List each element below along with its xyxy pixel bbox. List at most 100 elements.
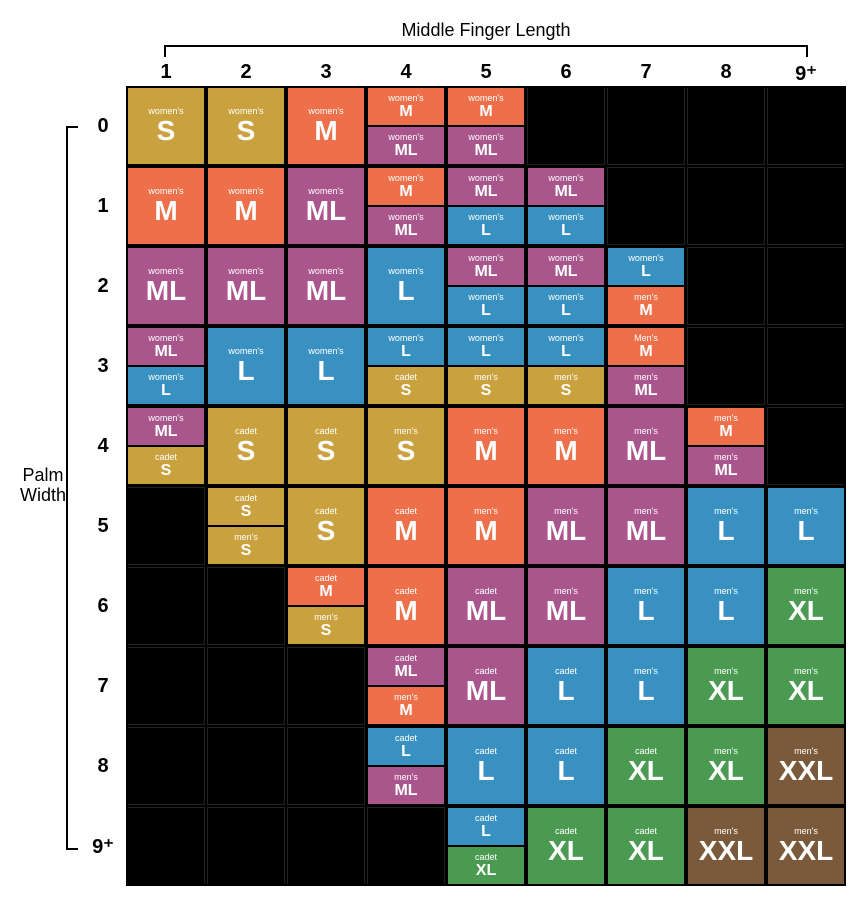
size-cell-half: Men'sM bbox=[607, 327, 685, 366]
grid-cell: men'sXXL bbox=[766, 806, 846, 886]
size-label: XL bbox=[548, 837, 584, 865]
size-cell: cadetL bbox=[527, 647, 605, 725]
category-label: men's bbox=[234, 533, 258, 542]
size-label: L bbox=[401, 744, 411, 760]
size-cell: men'sM bbox=[447, 407, 525, 485]
size-label: S bbox=[481, 383, 492, 399]
size-label: L bbox=[481, 344, 491, 360]
size-cell-half: cadetML bbox=[367, 647, 445, 686]
size-label: ML bbox=[474, 264, 497, 280]
size-label: M bbox=[394, 517, 417, 545]
grid-cell bbox=[766, 406, 846, 486]
table-row: 9⁺cadetLcadetXLcadetXLcadetXLmen'sXXLmen… bbox=[80, 806, 846, 886]
col-label: 2 bbox=[206, 61, 286, 86]
size-cell: men'sML bbox=[527, 567, 605, 645]
size-label: M bbox=[474, 437, 497, 465]
category-label: women's bbox=[468, 254, 503, 263]
grid-cell bbox=[606, 86, 686, 166]
grid-cell: men'sL bbox=[606, 566, 686, 646]
category-label: women's bbox=[548, 293, 583, 302]
size-label: S bbox=[397, 437, 416, 465]
size-label: L bbox=[561, 303, 571, 319]
grid-cell: men'sM bbox=[446, 486, 526, 566]
size-label: ML bbox=[306, 277, 346, 305]
size-cell-half: women'sML bbox=[127, 327, 205, 366]
grid-cell: women'sM bbox=[126, 166, 206, 246]
size-label: ML bbox=[466, 597, 506, 625]
grid-cell bbox=[206, 646, 286, 726]
grid-cell: women'sL bbox=[206, 326, 286, 406]
grid-cell: women'sML bbox=[126, 246, 206, 326]
size-cell: men'sL bbox=[607, 567, 685, 645]
category-label: women's bbox=[148, 334, 183, 343]
grid-row: women'sMLcadetScadetScadetSmen'sSmen'sMm… bbox=[126, 406, 846, 486]
size-label: L bbox=[797, 517, 814, 545]
size-label: S bbox=[237, 437, 256, 465]
category-label: women's bbox=[388, 334, 423, 343]
size-label: L bbox=[237, 357, 254, 385]
size-label: XL bbox=[708, 757, 744, 785]
table-row: 0women'sSwomen'sSwomen'sMwomen'sMwomen's… bbox=[80, 86, 846, 166]
grid-cell bbox=[686, 246, 766, 326]
size-label: S bbox=[561, 383, 572, 399]
category-label: women's bbox=[468, 94, 503, 103]
size-label: XXL bbox=[699, 837, 753, 865]
empty-cell bbox=[287, 807, 365, 885]
category-label: cadet bbox=[155, 453, 177, 462]
size-cell-half: men'sM bbox=[367, 686, 445, 725]
col-label: 6 bbox=[526, 61, 606, 86]
category-label: cadet bbox=[395, 373, 417, 382]
category-label: cadet bbox=[475, 814, 497, 823]
grid-cell bbox=[606, 166, 686, 246]
size-label: L bbox=[641, 264, 651, 280]
grid-cell bbox=[126, 566, 206, 646]
grid-cell: women'sS bbox=[206, 86, 286, 166]
size-cell: men'sML bbox=[607, 487, 685, 565]
col-label: 8 bbox=[686, 61, 766, 86]
grid-rows: 0women'sSwomen'sSwomen'sMwomen'sMwomen's… bbox=[80, 86, 846, 886]
size-label: L bbox=[401, 344, 411, 360]
size-cell: cadetML bbox=[447, 647, 525, 725]
empty-cell bbox=[767, 407, 845, 485]
empty-cell bbox=[607, 167, 685, 245]
grid-cell bbox=[686, 166, 766, 246]
size-cell: women'sM bbox=[207, 167, 285, 245]
category-label: women's bbox=[388, 213, 423, 222]
grid-cell: men'sML bbox=[606, 406, 686, 486]
size-cell-half: cadetS bbox=[367, 366, 445, 405]
size-label: S bbox=[401, 383, 412, 399]
grid-cell: women'sL bbox=[286, 326, 366, 406]
size-cell: men'sXXL bbox=[767, 807, 845, 885]
size-cell: men'sL bbox=[687, 487, 765, 565]
size-label: L bbox=[637, 597, 654, 625]
grid-cell: women'sMLwomen'sL bbox=[526, 246, 606, 326]
size-label: S bbox=[241, 504, 252, 520]
table-row: 6cadetMmen'sScadetMcadetMLmen'sMLmen'sLm… bbox=[80, 566, 846, 646]
grid-cell bbox=[526, 86, 606, 166]
grid-cell: men'sXL bbox=[766, 646, 846, 726]
size-cell: cadetXL bbox=[527, 807, 605, 885]
size-cell-half: women'sML bbox=[527, 167, 605, 206]
size-cell: women'sL bbox=[207, 327, 285, 405]
empty-cell bbox=[687, 87, 765, 165]
grid-cell: cadetML bbox=[446, 646, 526, 726]
grid-cell: cadetL bbox=[446, 726, 526, 806]
size-cell: women'sL bbox=[367, 247, 445, 325]
size-label: L bbox=[717, 597, 734, 625]
empty-cell bbox=[287, 727, 365, 805]
size-cell: cadetL bbox=[527, 727, 605, 805]
size-cell: women'sM bbox=[287, 87, 365, 165]
category-label: cadet bbox=[395, 654, 417, 663]
grid-cell: women'sMLwomen'sL bbox=[526, 166, 606, 246]
size-label: S bbox=[321, 623, 332, 639]
size-label: ML bbox=[554, 184, 577, 200]
empty-cell bbox=[367, 807, 445, 885]
size-label: L bbox=[481, 223, 491, 239]
grid-cell: men'sML bbox=[606, 486, 686, 566]
size-cell-half: women'sML bbox=[127, 407, 205, 446]
row-label: 5 bbox=[80, 486, 126, 566]
size-label: M bbox=[399, 703, 412, 719]
size-label: M bbox=[474, 517, 497, 545]
empty-cell bbox=[767, 327, 845, 405]
size-cell: men'sXL bbox=[767, 567, 845, 645]
